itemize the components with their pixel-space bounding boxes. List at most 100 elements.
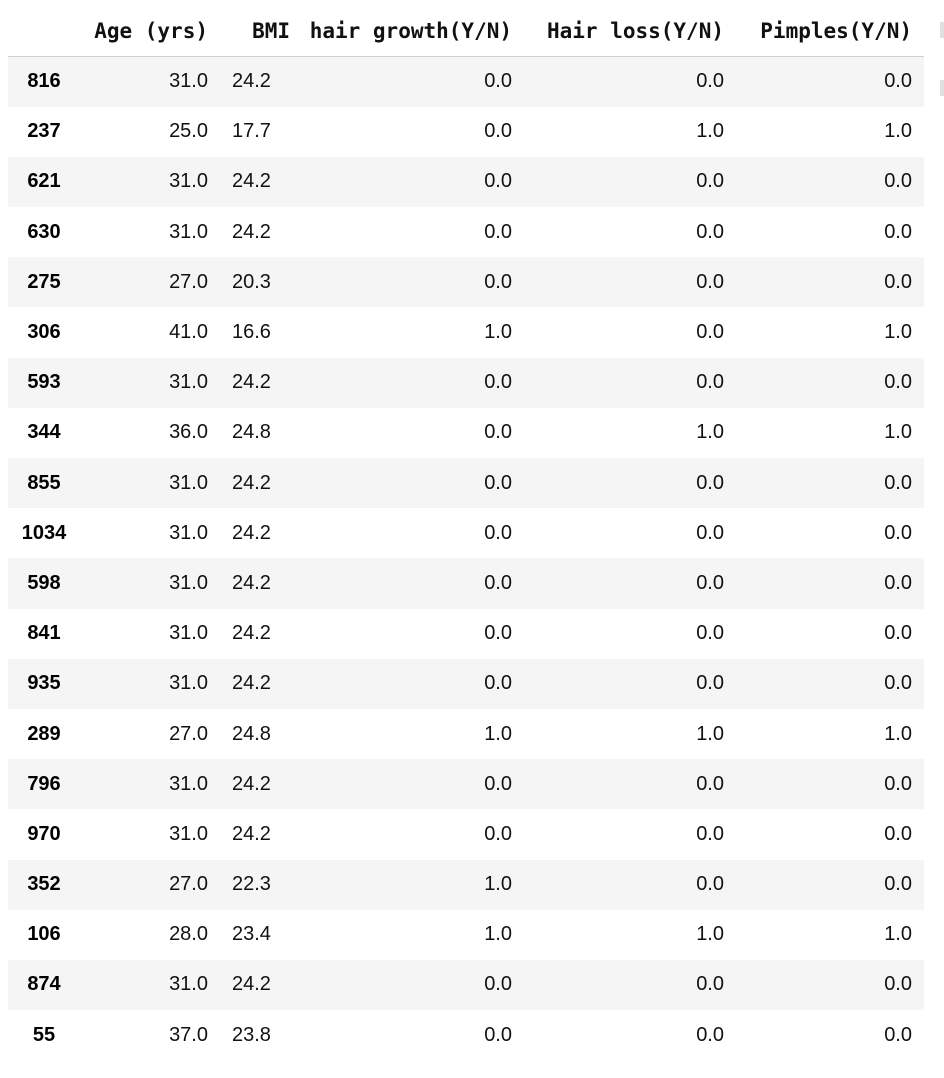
cell-hair-growth: 0.0 — [484, 270, 512, 293]
cell-hair-growth: 0.0 — [484, 822, 512, 845]
cell-pimples: 0.0 — [884, 622, 912, 645]
row-index: 598 — [27, 571, 61, 594]
cell-age: 31.0 — [169, 371, 208, 394]
row-index: 289 — [27, 722, 61, 745]
row-index: 796 — [27, 772, 61, 795]
cell-pimples: 0.0 — [884, 772, 912, 795]
row-index: 874 — [27, 973, 61, 996]
cell-hair-growth: 0.0 — [484, 571, 512, 594]
cell-bmi: 24.2 — [232, 622, 271, 645]
cell-age: 31.0 — [169, 822, 208, 845]
table-row: 816 31.0 24.2 0.0 0.0 0.0 — [8, 56, 924, 107]
cell-hair-loss: 1.0 — [696, 421, 724, 444]
cell-hair-growth: 0.0 — [484, 772, 512, 795]
cell-bmi: 20.3 — [232, 270, 271, 293]
table-row: 593 31.0 24.2 0.0 0.0 0.0 — [8, 357, 924, 408]
cell-hair-loss: 0.0 — [696, 772, 724, 795]
cell-hair-loss: 0.0 — [696, 622, 724, 645]
row-index: 344 — [27, 421, 61, 444]
cell-hair-loss: 0.0 — [696, 873, 724, 896]
cell-bmi: 24.2 — [232, 220, 271, 243]
table-row: 935 31.0 24.2 0.0 0.0 0.0 — [8, 658, 924, 709]
cell-pimples: 0.0 — [884, 170, 912, 193]
row-index: 935 — [27, 672, 61, 695]
cell-bmi: 24.2 — [232, 772, 271, 795]
index-column-header — [8, 6, 80, 57]
cell-bmi: 23.8 — [232, 1023, 271, 1046]
cell-pimples: 0.0 — [884, 1023, 912, 1046]
row-index: 352 — [27, 873, 61, 896]
row-index: 841 — [27, 622, 61, 645]
cell-age: 28.0 — [169, 923, 208, 946]
row-index: 816 — [27, 70, 61, 93]
cell-pimples: 1.0 — [884, 923, 912, 946]
cell-hair-growth: 0.0 — [484, 421, 512, 444]
table-row: 841 31.0 24.2 0.0 0.0 0.0 — [8, 608, 924, 659]
table-header: Age (yrs) BMI hair growth(Y/N) Hair loss… — [8, 6, 924, 57]
table-row: 344 36.0 24.8 0.0 1.0 1.0 — [8, 407, 924, 458]
cell-bmi: 23.4 — [232, 923, 271, 946]
cell-bmi: 22.3 — [232, 873, 271, 896]
cell-pimples: 0.0 — [884, 822, 912, 845]
cell-hair-growth: 1.0 — [484, 923, 512, 946]
cell-age: 36.0 — [169, 421, 208, 444]
cell-age: 31.0 — [169, 772, 208, 795]
table-row: 306 41.0 16.6 1.0 0.0 1.0 — [8, 307, 924, 358]
truncated-column-edge — [940, 80, 944, 96]
column-header-age: Age (yrs) — [80, 6, 220, 57]
cell-age: 31.0 — [169, 571, 208, 594]
dataframe-output: Age (yrs) BMI hair growth(Y/N) Hair loss… — [8, 6, 924, 1061]
cell-age: 41.0 — [169, 321, 208, 344]
cell-bmi: 16.6 — [232, 321, 271, 344]
cell-bmi: 24.2 — [232, 471, 271, 494]
cell-hair-growth: 0.0 — [484, 170, 512, 193]
cell-hair-loss: 0.0 — [696, 1023, 724, 1046]
cell-age: 27.0 — [169, 270, 208, 293]
table-row: 106 28.0 23.4 1.0 1.0 1.0 — [8, 909, 924, 960]
cell-hair-loss: 1.0 — [696, 120, 724, 143]
cell-pimples: 0.0 — [884, 521, 912, 544]
cell-hair-growth: 0.0 — [484, 672, 512, 695]
cell-pimples: 1.0 — [884, 722, 912, 745]
table-row: 630 31.0 24.2 0.0 0.0 0.0 — [8, 207, 924, 258]
column-header-hair-growth: hair growth(Y/N) — [296, 6, 524, 57]
table-row: 621 31.0 24.2 0.0 0.0 0.0 — [8, 156, 924, 208]
cell-hair-loss: 0.0 — [696, 973, 724, 996]
table-row: 855 31.0 24.2 0.0 0.0 0.0 — [8, 458, 924, 509]
cell-hair-loss: 0.0 — [696, 521, 724, 544]
cell-bmi: 24.2 — [232, 70, 271, 93]
cell-pimples: 0.0 — [884, 672, 912, 695]
cell-hair-loss: 0.0 — [696, 270, 724, 293]
dataframe-table: Age (yrs) BMI hair growth(Y/N) Hair loss… — [8, 6, 924, 1061]
cell-age: 31.0 — [169, 70, 208, 93]
cell-pimples: 0.0 — [884, 220, 912, 243]
row-index: 855 — [27, 471, 61, 494]
cell-age: 27.0 — [169, 722, 208, 745]
cell-pimples: 0.0 — [884, 471, 912, 494]
table-row: 598 31.0 24.2 0.0 0.0 0.0 — [8, 558, 924, 609]
cell-pimples: 0.0 — [884, 571, 912, 594]
cell-age: 25.0 — [169, 120, 208, 143]
table-row: 289 27.0 24.8 1.0 1.0 1.0 — [8, 708, 924, 760]
table-row: 970 31.0 24.2 0.0 0.0 0.0 — [8, 809, 924, 860]
cell-pimples: 0.0 — [884, 371, 912, 394]
cell-hair-loss: 0.0 — [696, 672, 724, 695]
cell-pimples: 1.0 — [884, 120, 912, 143]
cell-hair-growth: 0.0 — [484, 521, 512, 544]
table-row: 796 31.0 24.2 0.0 0.0 0.0 — [8, 759, 924, 810]
row-index: 621 — [27, 170, 61, 193]
cell-hair-loss: 1.0 — [696, 923, 724, 946]
cell-bmi: 24.2 — [232, 822, 271, 845]
table-row: 352 27.0 22.3 1.0 0.0 0.0 — [8, 859, 924, 910]
cell-age: 31.0 — [169, 521, 208, 544]
cell-pimples: 0.0 — [884, 270, 912, 293]
row-index: 593 — [27, 371, 61, 394]
cell-age: 31.0 — [169, 220, 208, 243]
cell-hair-growth: 1.0 — [484, 873, 512, 896]
row-index: 275 — [27, 270, 61, 293]
cell-pimples: 0.0 — [884, 973, 912, 996]
cell-bmi: 24.2 — [232, 170, 271, 193]
row-index: 970 — [27, 822, 61, 845]
cell-hair-growth: 0.0 — [484, 220, 512, 243]
cell-hair-loss: 0.0 — [696, 371, 724, 394]
